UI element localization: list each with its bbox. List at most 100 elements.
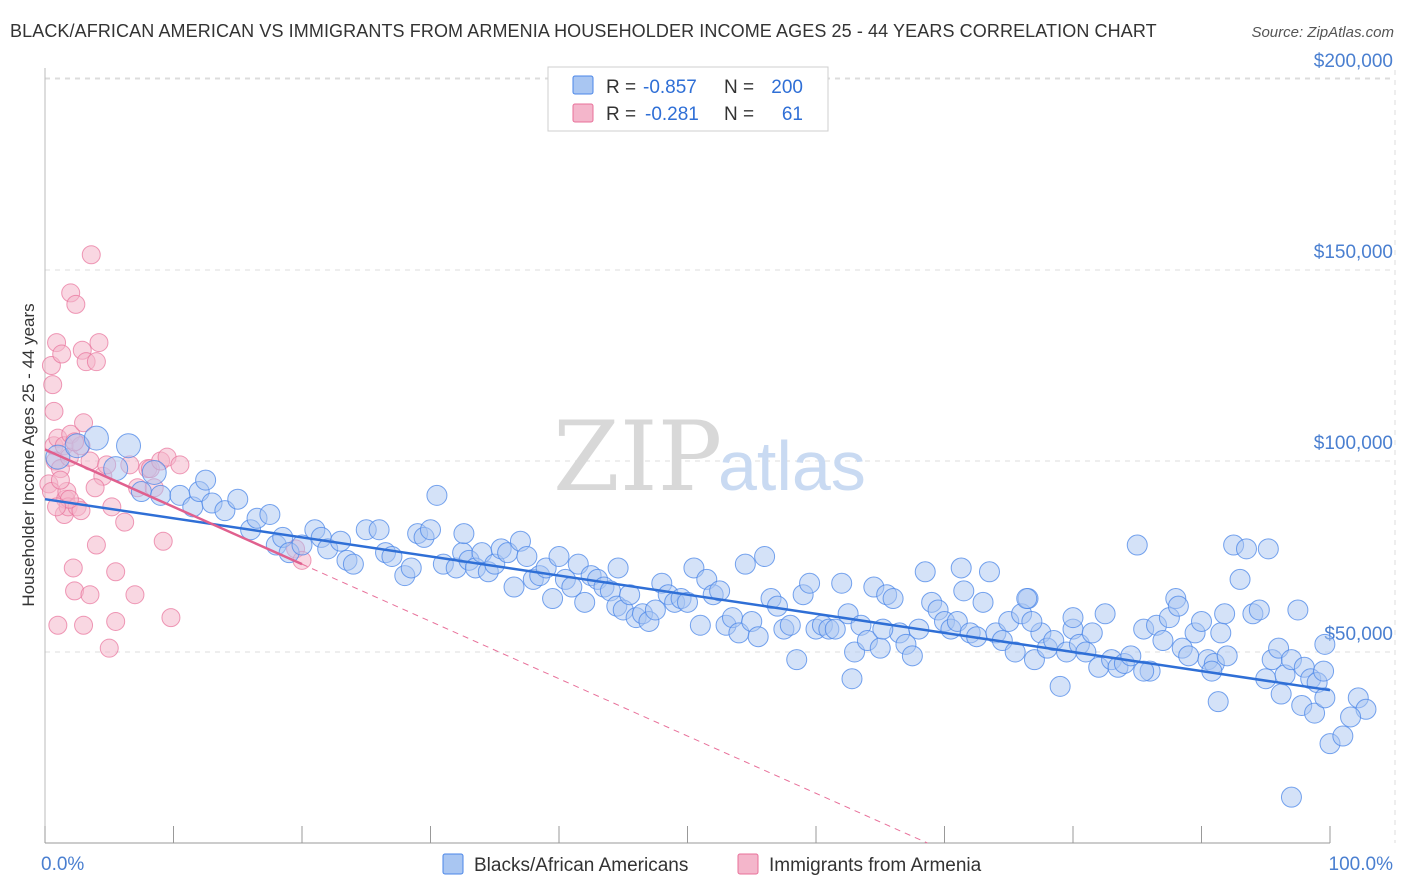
black-point-162 [1235, 538, 1257, 560]
armenia-point-30 [80, 585, 100, 605]
armenia-point-49 [153, 531, 173, 551]
trend-extension-armenia [301, 563, 928, 844]
x-tick-label-start: 0.0% [41, 854, 84, 875]
bottom-legend-label-pink: Immigrants from Armenia [769, 855, 982, 876]
armenia-point-51 [161, 608, 181, 628]
black-point-99 [831, 572, 853, 594]
black-point-77 [689, 614, 711, 636]
x-tick-label-end: 100.0% [1329, 854, 1394, 875]
trend-line-armenia [44, 448, 303, 566]
y-axis-tick-labels: $50,000 $100,000 $150,000 $200,000 [1314, 51, 1393, 645]
black-point-197 [1314, 633, 1336, 655]
black-point-164 [1248, 599, 1270, 621]
black-point-196 [950, 557, 972, 579]
black-point-87 [754, 546, 776, 567]
bottom-legend-swatch-blue [442, 853, 464, 875]
black-point-110 [901, 645, 923, 667]
armenia-point-56 [50, 470, 70, 490]
legend-r-label-1: R = [606, 77, 636, 98]
source-label: Source: ZipAtlas.com [1251, 24, 1394, 41]
black-point-198 [607, 557, 629, 579]
trend-line-black [44, 497, 1331, 692]
black-point-91 [779, 614, 801, 636]
armenia-point-34 [89, 333, 109, 353]
black-point-27 [342, 553, 364, 575]
grid-lines [45, 70, 1396, 843]
black-point-138 [1081, 622, 1103, 644]
y-axis-label: Householder Income Ages 25 - 44 years [19, 303, 38, 606]
armenia-point-5 [44, 401, 64, 421]
watermark-zip: ZIP [553, 401, 722, 513]
legend-r-label-2: R = [606, 104, 636, 125]
black-point-94 [799, 572, 821, 594]
black-point-183 [1207, 691, 1229, 713]
trend-lines [44, 448, 1331, 844]
black-point-193 [1257, 538, 1279, 560]
black-point-2 [83, 425, 109, 451]
black-point-170 [1287, 599, 1309, 621]
armenia-point-58 [85, 478, 105, 498]
armenia-point-3 [43, 375, 63, 395]
black-point-174 [1313, 660, 1335, 682]
black-point-86 [747, 626, 769, 648]
armenia-point-11 [52, 344, 72, 364]
black-point-189 [1280, 786, 1302, 808]
bottom-legend-label-blue: Blacks/African Americans [474, 855, 688, 876]
black-point-188 [1340, 706, 1362, 728]
y-tick-label-1: $100,000 [1314, 433, 1393, 454]
black-point-6 [141, 459, 167, 485]
black-point-50 [516, 546, 538, 567]
black-point-175 [1133, 660, 1155, 682]
armenia-point-33 [86, 352, 106, 372]
series-black-points [45, 425, 1377, 808]
black-point-190 [1062, 607, 1084, 629]
black-point-4 [116, 433, 142, 459]
armenia-point-27 [74, 615, 94, 635]
black-point-13 [227, 488, 249, 510]
armenia-point-40 [106, 611, 126, 631]
black-point-149 [1152, 630, 1174, 652]
black-point-153 [1178, 645, 1200, 667]
legend-r-value-2: -0.281 [645, 104, 699, 125]
y-tick-label-0: $50,000 [1324, 624, 1393, 645]
black-point-159 [1216, 645, 1238, 667]
armenia-point-52 [170, 455, 190, 475]
armenia-point-20 [63, 558, 83, 578]
black-point-118 [953, 580, 975, 602]
armenia-point-41 [115, 512, 135, 532]
armenia-point-9 [48, 615, 68, 635]
black-point-37 [426, 484, 448, 506]
black-point-194 [841, 668, 863, 690]
correlation-legend: R = -0.857 N = 200 R = -0.281 N = 61 [547, 66, 829, 132]
black-point-199 [453, 523, 475, 545]
armenia-point-38 [102, 497, 122, 517]
series-legend: Blacks/African Americans Immigrants from… [442, 853, 982, 876]
black-point-0 [45, 444, 71, 470]
legend-n-label-2: N = [724, 104, 754, 125]
black-point-107 [882, 588, 904, 610]
black-point-36 [420, 519, 441, 541]
y-tick-label-3: $200,000 [1314, 51, 1393, 72]
black-point-59 [574, 591, 596, 613]
armenia-point-39 [106, 562, 126, 582]
black-point-29 [368, 519, 390, 541]
black-point-185 [1332, 725, 1354, 747]
armenia-point-22 [66, 294, 86, 314]
black-point-180 [1314, 687, 1336, 709]
black-point-55 [548, 546, 570, 567]
legend-swatch-blue [572, 75, 594, 95]
legend-n-label-1: N = [724, 77, 754, 98]
black-point-122 [978, 561, 1000, 583]
black-point-21 [291, 534, 313, 556]
black-point-121 [972, 591, 994, 613]
armenia-point-32 [86, 535, 106, 555]
legend-n-value-1: 200 [771, 77, 803, 98]
black-point-177 [1270, 683, 1292, 705]
black-point-98 [824, 618, 846, 640]
black-point-17 [259, 503, 281, 525]
black-point-133 [1049, 675, 1071, 697]
black-point-158 [1210, 622, 1232, 644]
black-point-155 [1191, 610, 1212, 632]
x-axis: 0.0% 100.0% [41, 68, 1393, 875]
